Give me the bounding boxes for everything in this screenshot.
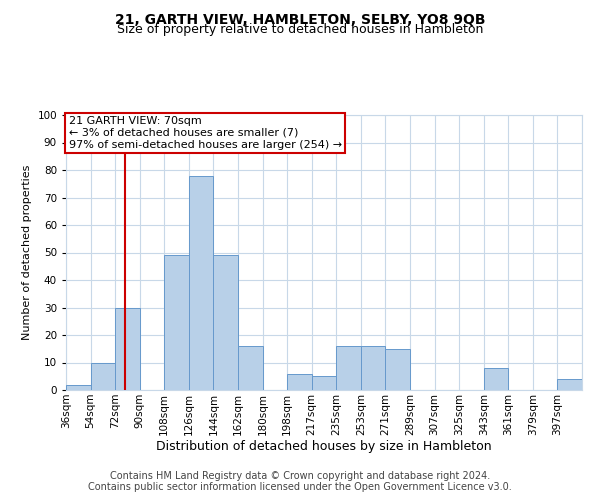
Text: Size of property relative to detached houses in Hambleton: Size of property relative to detached ho… — [117, 22, 483, 36]
Text: Contains HM Land Registry data © Crown copyright and database right 2024.
Contai: Contains HM Land Registry data © Crown c… — [88, 471, 512, 492]
Bar — [287, 374, 312, 390]
Bar — [312, 376, 336, 390]
Bar — [66, 384, 91, 390]
Text: 21 GARTH VIEW: 70sqm
← 3% of detached houses are smaller (7)
97% of semi-detache: 21 GARTH VIEW: 70sqm ← 3% of detached ho… — [68, 116, 342, 150]
Bar — [214, 255, 238, 390]
Bar — [385, 349, 410, 390]
Y-axis label: Number of detached properties: Number of detached properties — [22, 165, 32, 340]
Bar — [484, 368, 508, 390]
Bar — [336, 346, 361, 390]
Bar — [557, 379, 582, 390]
Bar — [189, 176, 214, 390]
Bar — [361, 346, 385, 390]
Bar — [164, 255, 189, 390]
Text: 21, GARTH VIEW, HAMBLETON, SELBY, YO8 9QB: 21, GARTH VIEW, HAMBLETON, SELBY, YO8 9Q… — [115, 12, 485, 26]
Bar — [115, 308, 140, 390]
X-axis label: Distribution of detached houses by size in Hambleton: Distribution of detached houses by size … — [156, 440, 492, 454]
Bar — [238, 346, 263, 390]
Bar — [91, 362, 115, 390]
